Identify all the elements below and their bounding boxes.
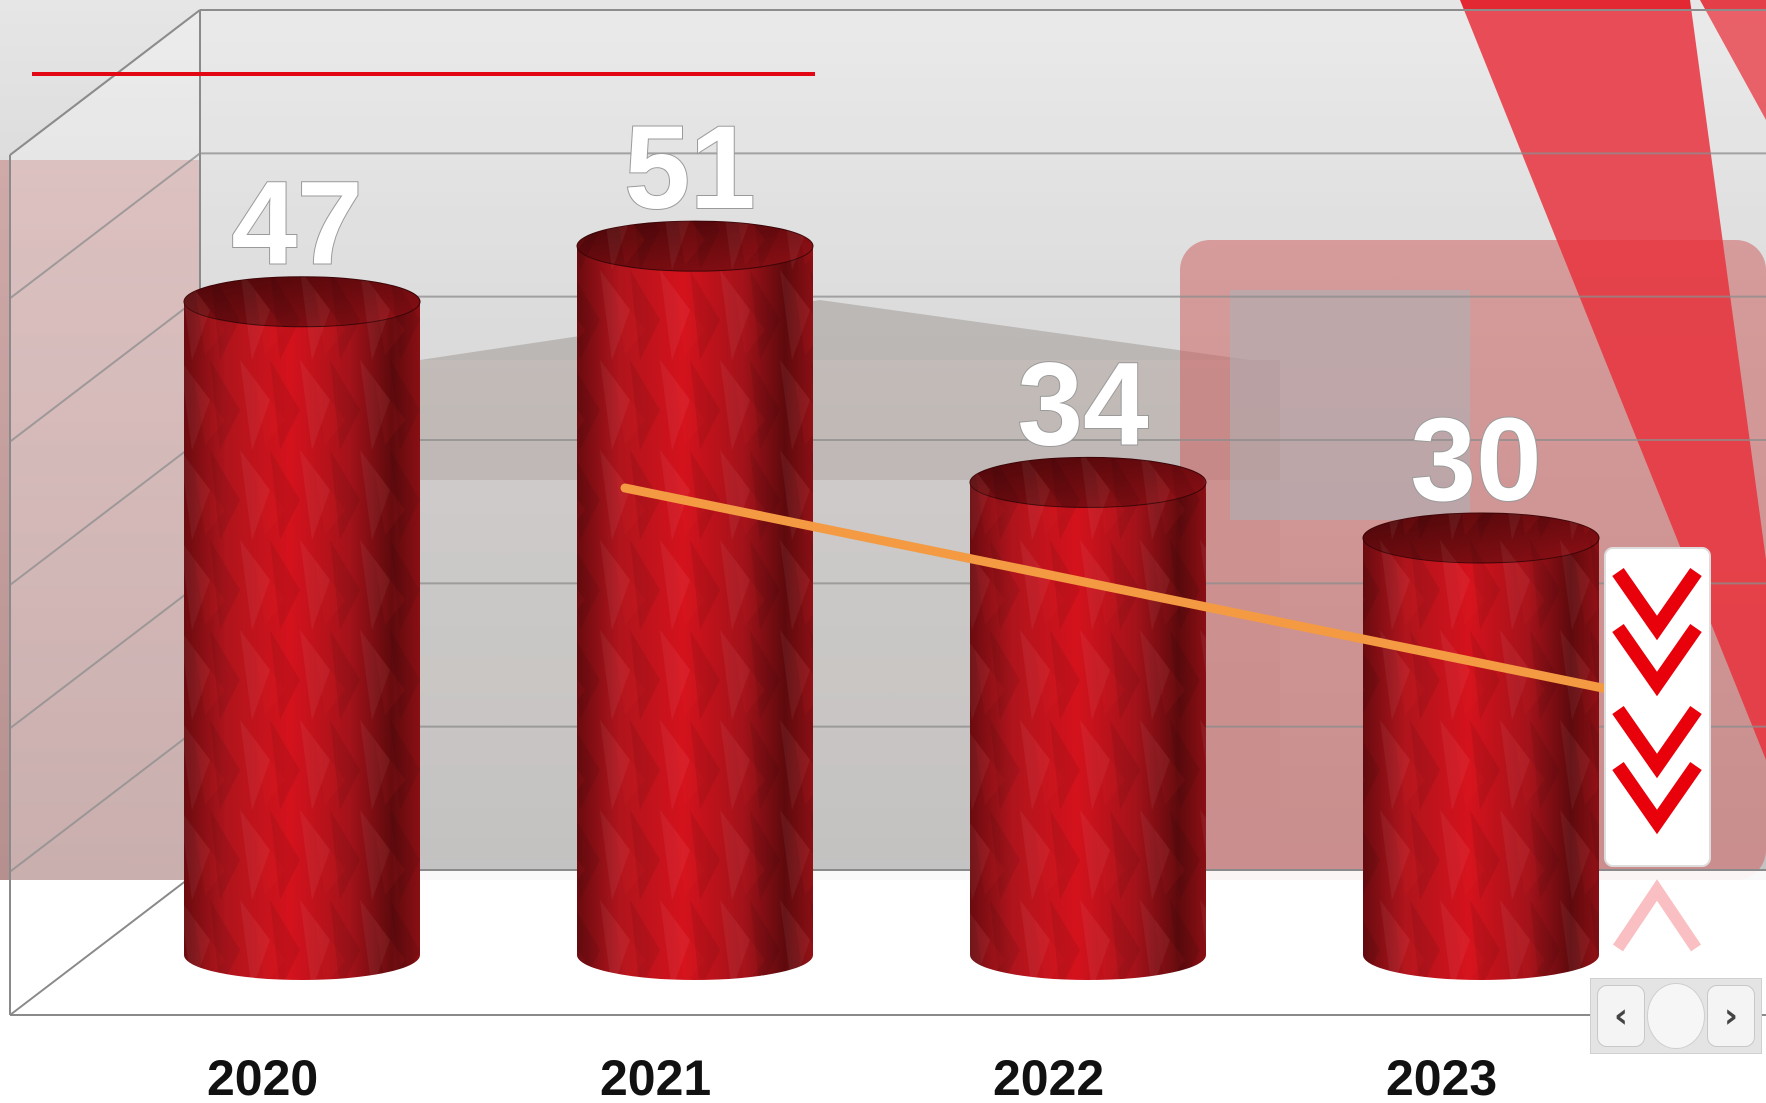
chevron-right-icon: › [1723, 996, 1738, 1036]
slide-pager: ‹ › [1590, 978, 1762, 1054]
year-label-2021: 2021 [600, 1050, 711, 1103]
year-label-2020: 2020 [207, 1050, 318, 1103]
trend-arrow-line [620, 483, 1666, 705]
bar-2020 [183, 276, 421, 980]
gridline-side [9, 152, 201, 300]
gridline-side [9, 295, 201, 443]
bar-2021 [576, 220, 814, 981]
year-label-2022: 2022 [993, 1050, 1104, 1103]
value-label-2022: 34 [1017, 338, 1148, 470]
chevron-left-icon: ‹ [1613, 996, 1628, 1036]
gridline-side [9, 725, 201, 873]
value-label-2021: 51 [624, 102, 755, 234]
bar-2023 [1362, 512, 1600, 980]
decrease-chevrons-icon [1604, 547, 1711, 952]
gridline-side [9, 582, 201, 730]
slide-indicator[interactable] [1647, 983, 1705, 1049]
next-slide-button[interactable]: › [1707, 985, 1755, 1047]
year-label-2023: 2023 [1386, 1050, 1497, 1103]
value-label-2020: 47 [231, 158, 362, 290]
gridline-side [9, 439, 201, 586]
value-label-2023: 30 [1410, 394, 1541, 526]
labels: 47 2020 51 2021 34 2022 30 2023 [207, 101, 1543, 1103]
gridline-side [9, 9, 201, 156]
prev-slide-button[interactable]: ‹ [1597, 985, 1645, 1047]
bar-2022 [969, 456, 1207, 980]
